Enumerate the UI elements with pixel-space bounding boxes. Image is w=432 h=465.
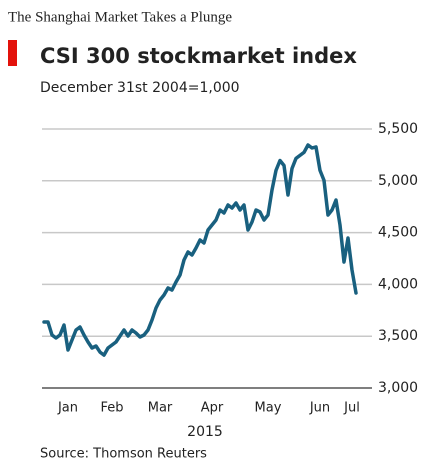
page-header: The Shanghai Market Takes a Plunge xyxy=(8,9,232,25)
y-tick-label: 5,500 xyxy=(378,121,418,137)
y-tick-label: 3,500 xyxy=(378,328,418,344)
x-tick-label: Mar xyxy=(148,401,173,416)
x-tick-label: Jul xyxy=(343,401,360,416)
chart-subtitle: December 31st 2004=1,000 xyxy=(40,80,240,96)
x-tick-label: Jun xyxy=(309,401,330,416)
x-tick-label: Jan xyxy=(57,401,78,416)
index-line xyxy=(42,143,358,357)
y-tick-label: 5,000 xyxy=(378,173,418,189)
title-marker xyxy=(8,40,17,66)
source: Source: Thomson Reuters xyxy=(40,447,207,462)
x-tick-label: May xyxy=(255,401,282,416)
x-axis-label: 2015 xyxy=(187,424,223,440)
y-tick-label: 4,000 xyxy=(378,276,418,292)
chart-title: CSI 300 stockmarket index xyxy=(40,44,357,68)
y-tick-label: 4,500 xyxy=(378,225,418,241)
y-tick-label: 3,000 xyxy=(378,380,418,396)
x-tick-label: Apr xyxy=(201,401,224,416)
x-tick-label: Feb xyxy=(100,401,123,416)
